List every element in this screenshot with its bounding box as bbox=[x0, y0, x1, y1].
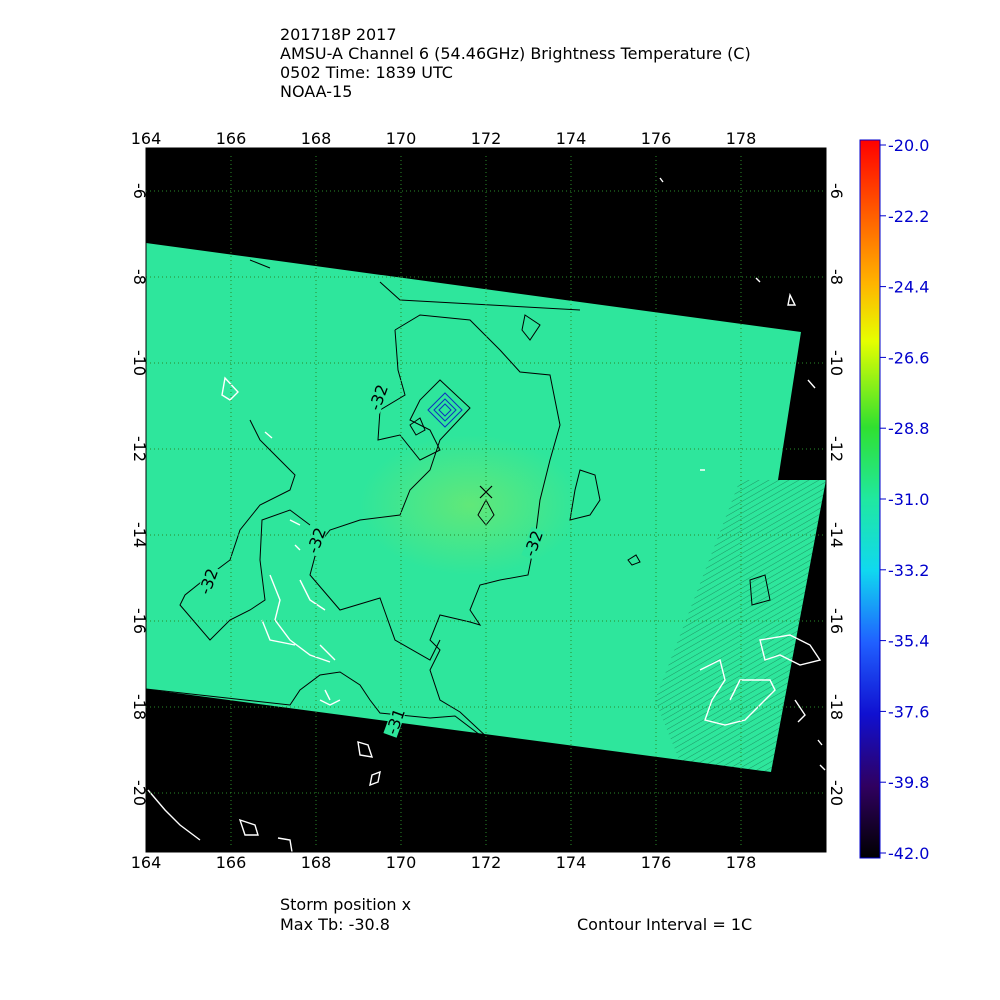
contour-label-bg bbox=[304, 523, 328, 557]
contour-interval: Contour Interval = 1C bbox=[577, 915, 752, 934]
lon-label-top: 170 bbox=[386, 129, 417, 148]
colorbar-label: -42.0 bbox=[888, 844, 929, 863]
colorbar-label: -35.4 bbox=[888, 632, 929, 651]
colorbar-label: -26.6 bbox=[888, 348, 929, 367]
lat-label-left: -14 bbox=[130, 522, 149, 548]
lat-label-left: -16 bbox=[130, 608, 149, 634]
lat-label-left: -18 bbox=[130, 694, 149, 720]
lon-label-bottom: 170 bbox=[386, 853, 417, 872]
colorbar-label: -22.2 bbox=[888, 207, 929, 226]
lon-label-top: 178 bbox=[726, 129, 757, 148]
hatched-edge bbox=[655, 480, 826, 772]
lat-label-left: -10 bbox=[130, 350, 149, 376]
lat-label-right: -20 bbox=[827, 780, 846, 806]
colorbar-label: -37.6 bbox=[888, 702, 929, 721]
lon-label-top: 164 bbox=[131, 129, 162, 148]
title-line: NOAA-15 bbox=[280, 82, 352, 101]
title-line: AMSU-A Channel 6 (54.46GHz) Brightness T… bbox=[280, 44, 751, 63]
title-line: 201718P 2017 bbox=[280, 25, 397, 44]
max-tb: Max Tb: -30.8 bbox=[280, 915, 390, 934]
lat-label-right: -12 bbox=[827, 436, 846, 462]
lat-label-right: -10 bbox=[827, 350, 846, 376]
lon-label-top: 176 bbox=[641, 129, 672, 148]
lon-label-bottom: 166 bbox=[216, 853, 247, 872]
lat-label-left: -20 bbox=[130, 780, 149, 806]
lon-label-top: 174 bbox=[556, 129, 587, 148]
lon-label-bottom: 164 bbox=[131, 853, 162, 872]
lon-label-top: 172 bbox=[471, 129, 502, 148]
lat-label-right: -18 bbox=[827, 694, 846, 720]
contour-label-bg bbox=[196, 564, 220, 598]
lat-label-left: -8 bbox=[130, 269, 149, 285]
title-line: 0502 Time: 1839 UTC bbox=[280, 63, 453, 82]
contour-label-bg bbox=[521, 526, 545, 560]
grid bbox=[146, 148, 826, 852]
lat-label-right: -14 bbox=[827, 522, 846, 548]
contour-label-bg bbox=[383, 704, 407, 738]
lon-label-bottom: 172 bbox=[471, 853, 502, 872]
colorbar-label: -24.4 bbox=[888, 278, 929, 297]
contour-label-bg bbox=[366, 380, 390, 414]
contours bbox=[146, 259, 771, 741]
lon-label-bottom: 178 bbox=[726, 853, 757, 872]
lon-label-top: 168 bbox=[301, 129, 332, 148]
colorbar-label: -20.0 bbox=[888, 136, 929, 155]
colorbar-label: -31.0 bbox=[888, 490, 929, 509]
lon-label-top: 166 bbox=[216, 129, 247, 148]
map bbox=[146, 148, 826, 852]
colorbar bbox=[859, 139, 881, 859]
lon-label-bottom: 176 bbox=[641, 853, 672, 872]
storm-marker bbox=[479, 485, 493, 499]
lat-label-right: -16 bbox=[827, 608, 846, 634]
lon-label-bottom: 174 bbox=[556, 853, 587, 872]
lon-label-bottom: 168 bbox=[301, 853, 332, 872]
lat-label-left: -12 bbox=[130, 436, 149, 462]
storm-note: Storm position x bbox=[280, 895, 411, 914]
colorbar-label: -33.2 bbox=[888, 561, 929, 580]
colorbar-label: -28.8 bbox=[888, 419, 929, 438]
lat-label-right: -6 bbox=[827, 183, 846, 199]
warm-area bbox=[360, 435, 580, 575]
colorbar-label: -39.8 bbox=[888, 773, 929, 792]
lat-label-right: -8 bbox=[827, 269, 846, 285]
lat-label-left: -6 bbox=[130, 183, 149, 199]
coastlines bbox=[147, 177, 826, 852]
